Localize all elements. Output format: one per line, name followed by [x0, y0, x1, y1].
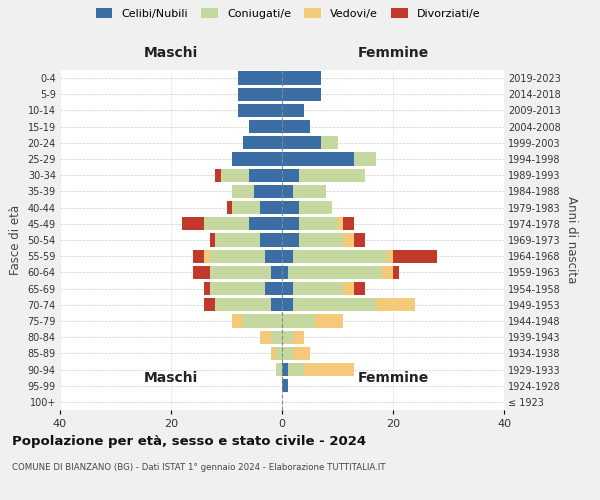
Bar: [204, 298, 215, 312]
Bar: [232, 201, 260, 214]
Bar: [376, 298, 415, 312]
Bar: [282, 120, 310, 134]
Bar: [265, 282, 282, 295]
Bar: [204, 282, 210, 295]
Bar: [232, 314, 243, 328]
Bar: [321, 136, 337, 149]
Bar: [260, 330, 271, 344]
Bar: [193, 266, 210, 279]
Bar: [354, 282, 365, 295]
Y-axis label: Anni di nascita: Anni di nascita: [565, 196, 578, 284]
Bar: [260, 201, 282, 214]
Bar: [204, 217, 249, 230]
Bar: [227, 201, 232, 214]
Bar: [282, 136, 321, 149]
Bar: [299, 168, 365, 182]
Text: Femmine: Femmine: [358, 46, 428, 60]
Bar: [354, 152, 376, 166]
Bar: [204, 250, 210, 263]
Bar: [260, 234, 282, 246]
Bar: [282, 234, 299, 246]
Bar: [254, 185, 282, 198]
Bar: [343, 282, 354, 295]
Bar: [282, 330, 293, 344]
Text: Femmine: Femmine: [358, 371, 428, 385]
Bar: [282, 72, 321, 85]
Bar: [282, 266, 287, 279]
Legend: Celibi/Nubili, Coniugati/e, Vedovi/e, Divorziati/e: Celibi/Nubili, Coniugati/e, Vedovi/e, Di…: [96, 8, 480, 19]
Bar: [277, 363, 282, 376]
Bar: [343, 234, 354, 246]
Bar: [238, 104, 282, 117]
Bar: [193, 250, 204, 263]
Bar: [282, 217, 299, 230]
Bar: [282, 152, 354, 166]
Bar: [215, 234, 260, 246]
Bar: [243, 136, 282, 149]
Bar: [337, 217, 343, 230]
Bar: [293, 298, 376, 312]
Bar: [282, 346, 293, 360]
Bar: [282, 250, 293, 263]
Bar: [282, 363, 287, 376]
Bar: [249, 120, 282, 134]
Bar: [271, 266, 282, 279]
Bar: [232, 185, 254, 198]
Bar: [282, 201, 299, 214]
Bar: [299, 201, 332, 214]
Bar: [293, 346, 310, 360]
Bar: [287, 266, 382, 279]
Bar: [249, 217, 282, 230]
Bar: [232, 152, 282, 166]
Bar: [282, 282, 293, 295]
Bar: [271, 346, 277, 360]
Bar: [316, 314, 343, 328]
Bar: [354, 234, 365, 246]
Bar: [210, 234, 215, 246]
Bar: [293, 282, 343, 295]
Bar: [282, 314, 316, 328]
Bar: [210, 282, 265, 295]
Bar: [282, 104, 304, 117]
Text: Maschi: Maschi: [144, 371, 198, 385]
Bar: [299, 217, 337, 230]
Bar: [243, 314, 282, 328]
Bar: [271, 298, 282, 312]
Bar: [182, 217, 204, 230]
Bar: [299, 234, 343, 246]
Bar: [282, 168, 299, 182]
Bar: [293, 250, 388, 263]
Y-axis label: Fasce di età: Fasce di età: [9, 205, 22, 275]
Bar: [393, 250, 437, 263]
Bar: [271, 330, 282, 344]
Bar: [215, 298, 271, 312]
Bar: [393, 266, 398, 279]
Bar: [210, 250, 265, 263]
Bar: [282, 298, 293, 312]
Text: Maschi: Maschi: [144, 46, 198, 60]
Text: COMUNE DI BIANZANO (BG) - Dati ISTAT 1° gennaio 2024 - Elaborazione TUTTITALIA.I: COMUNE DI BIANZANO (BG) - Dati ISTAT 1° …: [12, 462, 386, 471]
Bar: [388, 250, 393, 263]
Bar: [265, 250, 282, 263]
Bar: [249, 168, 282, 182]
Bar: [215, 168, 221, 182]
Bar: [277, 346, 282, 360]
Text: Popolazione per età, sesso e stato civile - 2024: Popolazione per età, sesso e stato civil…: [12, 435, 366, 448]
Bar: [210, 266, 271, 279]
Bar: [282, 185, 293, 198]
Bar: [287, 363, 304, 376]
Bar: [293, 185, 326, 198]
Bar: [282, 379, 287, 392]
Bar: [293, 330, 304, 344]
Bar: [238, 72, 282, 85]
Bar: [304, 363, 354, 376]
Bar: [282, 88, 321, 101]
Bar: [343, 217, 354, 230]
Bar: [238, 88, 282, 101]
Bar: [382, 266, 393, 279]
Bar: [221, 168, 249, 182]
